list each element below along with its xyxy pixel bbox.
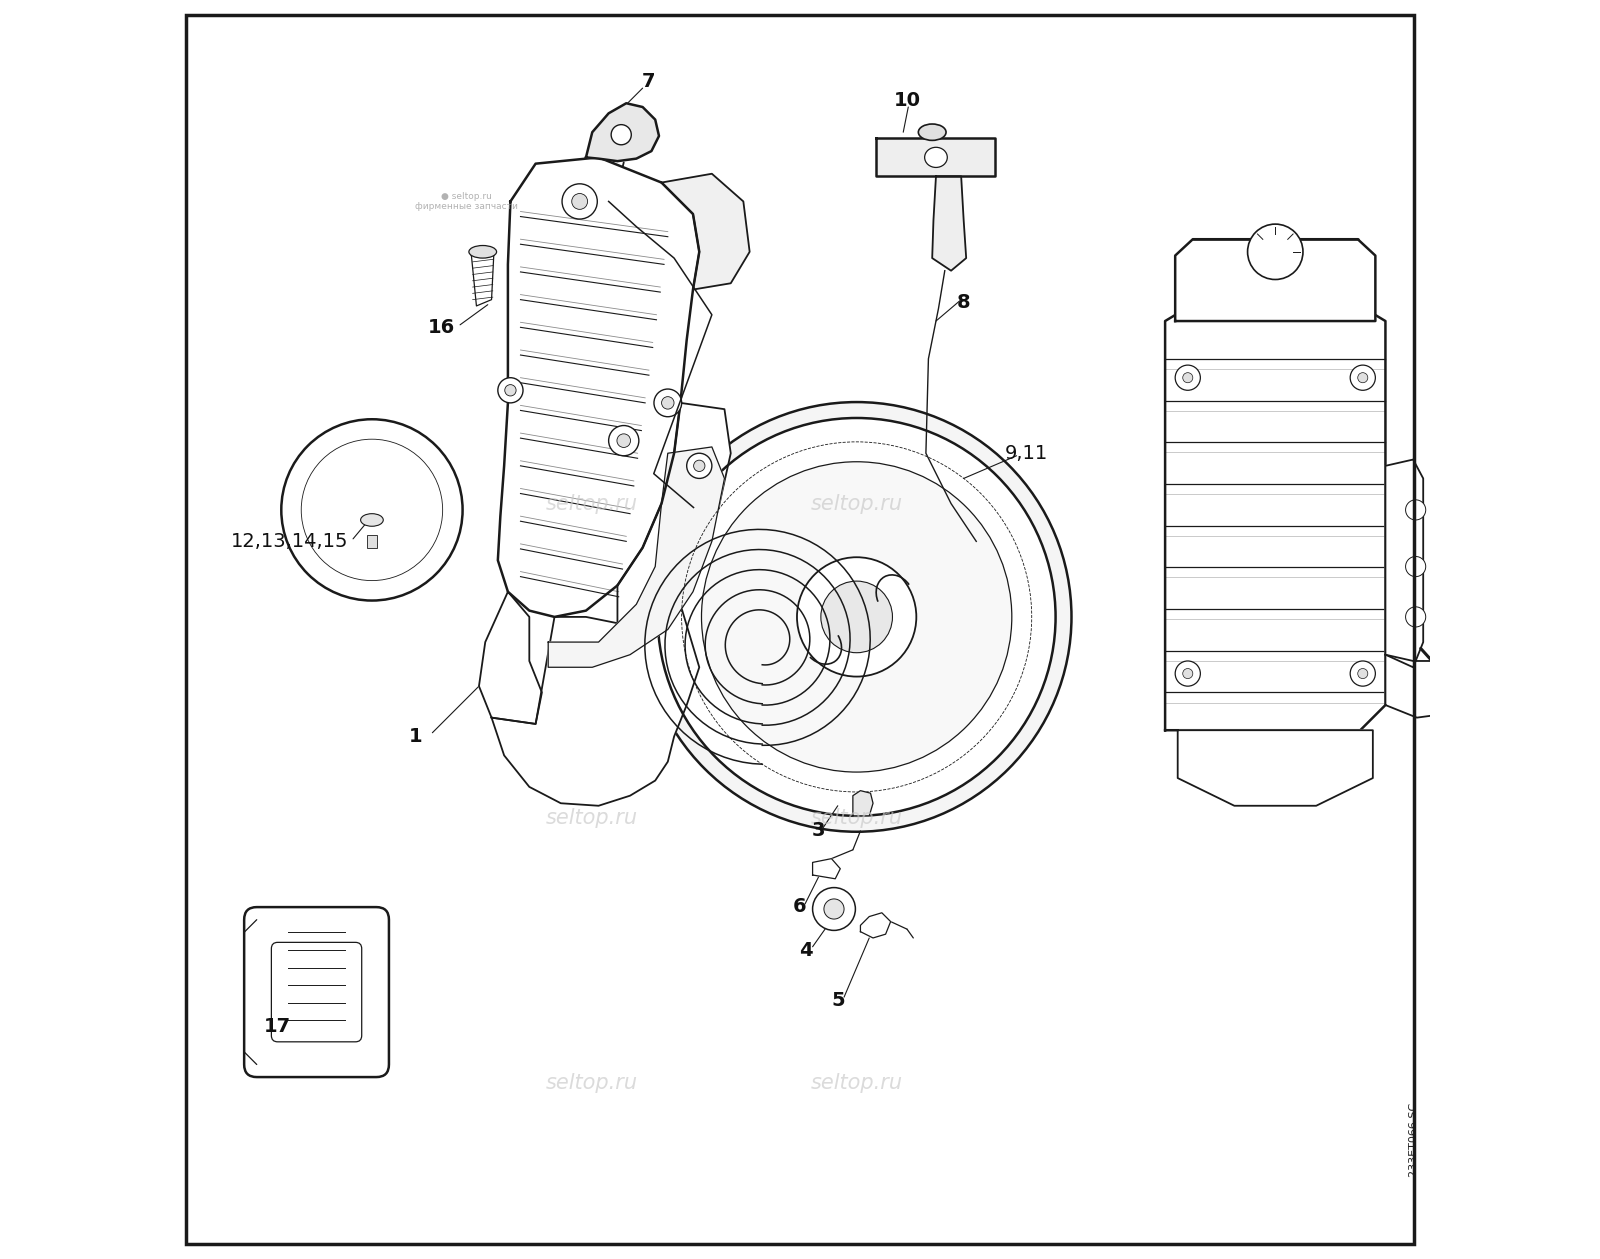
Text: 12,13,14,15: 12,13,14,15 <box>232 531 349 551</box>
Ellipse shape <box>360 514 384 526</box>
Text: 233ET066 SC: 233ET066 SC <box>1410 1103 1419 1176</box>
Polygon shape <box>549 447 725 667</box>
Text: 8: 8 <box>957 292 971 312</box>
Circle shape <box>1182 669 1194 679</box>
Text: ● seltop.ru
фирменные запчасти: ● seltop.ru фирменные запчасти <box>414 191 518 212</box>
Polygon shape <box>1386 460 1424 667</box>
Circle shape <box>824 899 845 919</box>
Circle shape <box>661 397 674 409</box>
Circle shape <box>1358 669 1368 679</box>
Circle shape <box>562 184 597 219</box>
Polygon shape <box>472 249 494 306</box>
Circle shape <box>1350 661 1376 686</box>
Circle shape <box>1174 661 1200 686</box>
Circle shape <box>618 434 630 447</box>
Polygon shape <box>861 913 891 938</box>
Polygon shape <box>478 592 542 724</box>
Text: 4: 4 <box>800 940 813 961</box>
Polygon shape <box>1174 239 1376 321</box>
Circle shape <box>1405 556 1426 577</box>
Circle shape <box>1248 224 1302 279</box>
Text: 3: 3 <box>813 821 826 841</box>
FancyBboxPatch shape <box>245 906 389 1078</box>
Polygon shape <box>1165 302 1386 730</box>
Circle shape <box>642 402 1072 832</box>
Text: 5: 5 <box>830 991 845 1011</box>
Text: seltop.ru: seltop.ru <box>546 808 638 828</box>
Text: seltop.ru: seltop.ru <box>546 1073 638 1093</box>
Text: 17: 17 <box>264 1016 291 1036</box>
Polygon shape <box>813 859 840 879</box>
Circle shape <box>498 378 523 403</box>
Circle shape <box>654 389 682 417</box>
FancyBboxPatch shape <box>272 942 362 1042</box>
Bar <box>366 535 378 548</box>
Text: seltop.ru: seltop.ru <box>546 494 638 514</box>
Text: 6: 6 <box>794 896 806 917</box>
Text: 1: 1 <box>410 726 422 747</box>
Circle shape <box>301 439 443 580</box>
Circle shape <box>1405 500 1426 520</box>
Circle shape <box>658 418 1056 816</box>
Text: 7: 7 <box>642 72 656 92</box>
Ellipse shape <box>469 246 496 258</box>
Circle shape <box>797 558 917 676</box>
Circle shape <box>694 461 706 472</box>
Text: 9,11: 9,11 <box>1005 443 1048 463</box>
Circle shape <box>1405 607 1426 627</box>
Polygon shape <box>586 103 659 161</box>
Polygon shape <box>933 176 966 271</box>
Polygon shape <box>1178 730 1373 806</box>
Circle shape <box>1358 373 1368 383</box>
Circle shape <box>504 385 517 397</box>
Circle shape <box>571 194 587 209</box>
Text: 10: 10 <box>893 91 920 111</box>
Polygon shape <box>498 157 699 617</box>
Polygon shape <box>618 403 731 630</box>
Polygon shape <box>491 604 699 806</box>
Polygon shape <box>853 791 874 816</box>
Text: seltop.ru: seltop.ru <box>811 494 902 514</box>
Polygon shape <box>1386 655 1435 718</box>
Circle shape <box>686 453 712 478</box>
Polygon shape <box>661 174 750 290</box>
Circle shape <box>1350 365 1376 390</box>
Circle shape <box>608 426 638 456</box>
Text: 16: 16 <box>427 317 454 337</box>
Circle shape <box>701 462 1011 772</box>
Circle shape <box>611 125 632 145</box>
Ellipse shape <box>918 123 946 141</box>
Polygon shape <box>875 138 995 176</box>
Circle shape <box>813 888 856 930</box>
Ellipse shape <box>925 147 947 167</box>
Circle shape <box>1182 373 1194 383</box>
Circle shape <box>821 582 893 652</box>
Circle shape <box>282 419 462 601</box>
Text: seltop.ru: seltop.ru <box>811 1073 902 1093</box>
Circle shape <box>1174 365 1200 390</box>
Text: seltop.ru: seltop.ru <box>811 808 902 828</box>
